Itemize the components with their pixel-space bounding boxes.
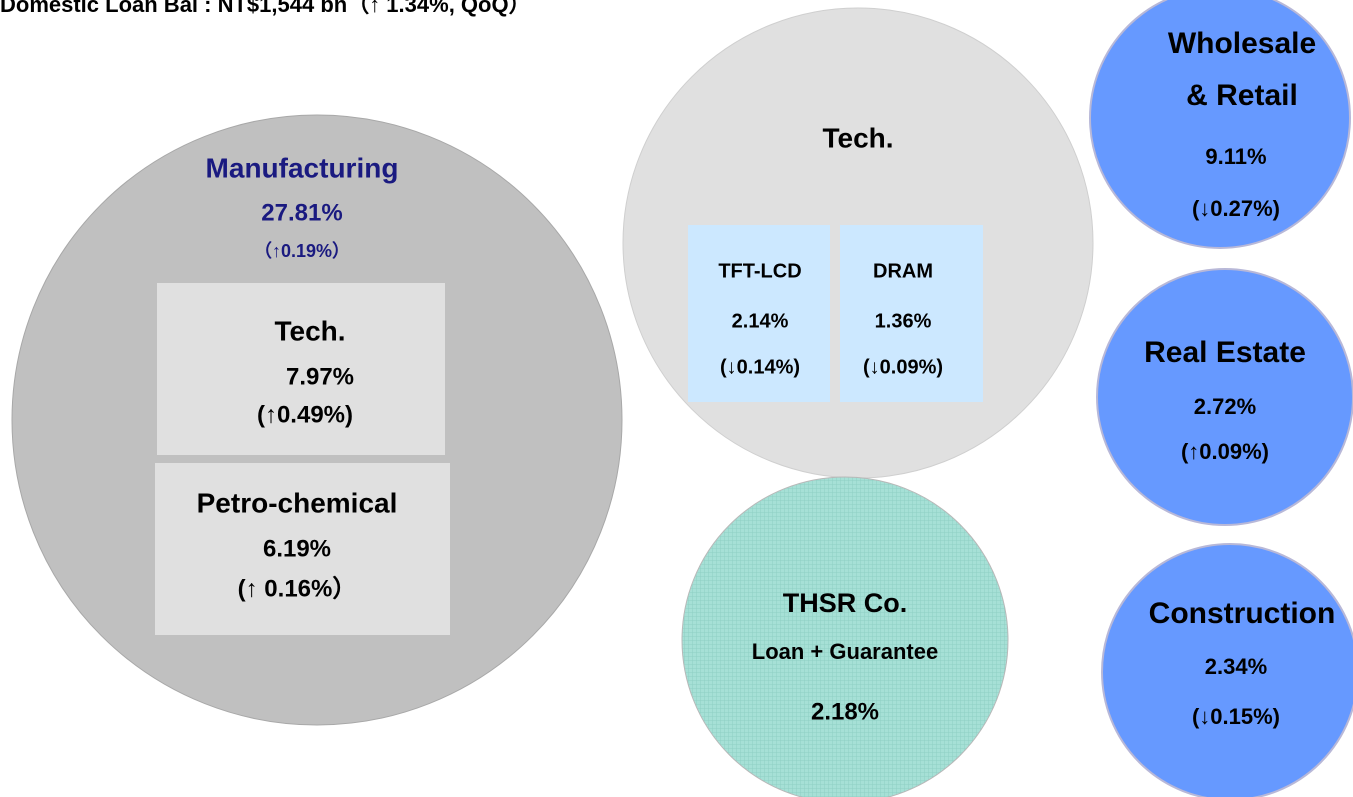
change: (↑ 0.16%） xyxy=(238,575,357,602)
share: 7.97% xyxy=(286,363,354,390)
share: 2.18% xyxy=(811,698,879,725)
share: 6.19% xyxy=(263,535,331,562)
change: (↑0.09%) xyxy=(1181,439,1269,464)
share: 2.14% xyxy=(732,310,789,332)
title: Domestic Loan Bal : NT$1,544 bn（↑ 1.34%,… xyxy=(0,0,531,17)
share: 2.34% xyxy=(1205,654,1267,679)
change: （↑0.19%） xyxy=(254,241,350,261)
segment-box xyxy=(688,225,830,402)
label: Tech. xyxy=(822,122,893,153)
share: 1.36% xyxy=(875,310,932,332)
label: Petro-chemical xyxy=(197,487,398,518)
segment-box xyxy=(155,463,450,635)
sector-circle xyxy=(1101,543,1353,797)
segment-box xyxy=(157,283,445,455)
share: 2.72% xyxy=(1194,394,1256,419)
label: Manufacturing xyxy=(206,152,399,183)
change: (↓0.15%) xyxy=(1192,704,1280,729)
sublabel: Loan + Guarantee xyxy=(752,639,938,664)
label: Real Estate xyxy=(1144,336,1306,369)
share: 9.11% xyxy=(1205,144,1266,169)
label: Tech. xyxy=(274,315,345,346)
share: 27.81% xyxy=(261,199,342,226)
label: DRAM xyxy=(873,260,933,282)
label: TFT-LCD xyxy=(718,260,801,282)
label: Construction xyxy=(1149,597,1336,630)
change: (↓0.14%) xyxy=(720,356,800,378)
change: (↓0.27%) xyxy=(1192,196,1280,221)
segment-box xyxy=(840,225,983,402)
change: (↑0.49%) xyxy=(257,401,353,428)
thsr-circle xyxy=(681,476,1009,797)
sector-circle xyxy=(1096,268,1353,526)
label: THSR Co. xyxy=(783,588,908,618)
label: & Retail xyxy=(1186,79,1298,112)
change: (↓0.09%) xyxy=(863,356,943,378)
label: Wholesale xyxy=(1168,27,1316,60)
sector-circle xyxy=(1089,0,1351,249)
